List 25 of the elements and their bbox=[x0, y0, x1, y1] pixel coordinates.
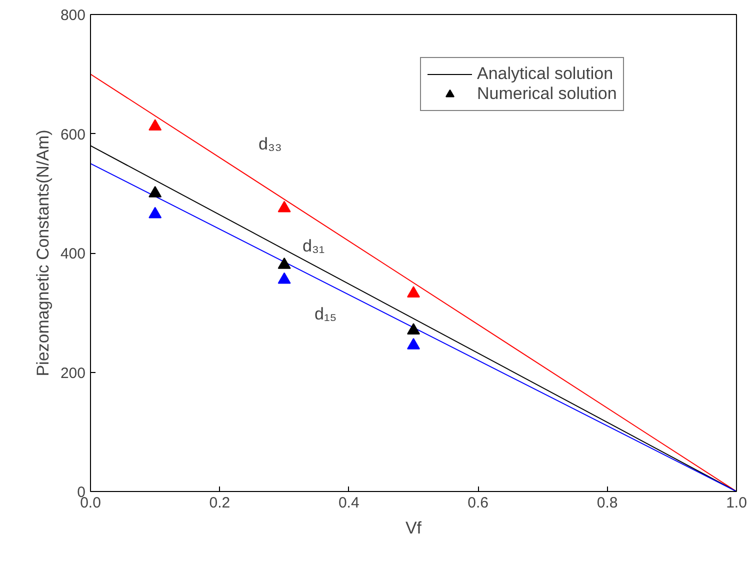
point bbox=[278, 200, 291, 212]
point bbox=[148, 206, 162, 218]
x-tick-label: 0.4 bbox=[338, 494, 360, 512]
annotation: d₁₅ bbox=[314, 304, 337, 324]
y-axis-title: Piezomagnetic Constants(N/Am) bbox=[33, 130, 52, 376]
y-tick-label: 800 bbox=[60, 7, 86, 24]
x-tick-label: 0.6 bbox=[468, 494, 489, 512]
y-tick-label: 400 bbox=[60, 246, 86, 262]
x-tick-label: 0.2 bbox=[209, 494, 230, 512]
point bbox=[278, 272, 291, 284]
point bbox=[407, 323, 420, 334]
legend-label: Analytical solution bbox=[477, 64, 614, 84]
annotation: d₃₁ bbox=[302, 236, 325, 256]
legend-label: Numerical solution bbox=[477, 84, 617, 104]
y-tick-label: 200 bbox=[60, 364, 86, 382]
y-tick-label: 600 bbox=[60, 126, 86, 144]
point bbox=[148, 186, 162, 198]
point bbox=[407, 286, 420, 298]
annotation: d₃₃ bbox=[258, 134, 282, 154]
x-tick-label: 0.8 bbox=[596, 494, 618, 512]
point bbox=[407, 338, 420, 350]
x-tick-label: 1.0 bbox=[726, 494, 747, 512]
point bbox=[148, 119, 162, 131]
point bbox=[278, 257, 291, 269]
x-axis-title: Vf bbox=[405, 518, 422, 538]
